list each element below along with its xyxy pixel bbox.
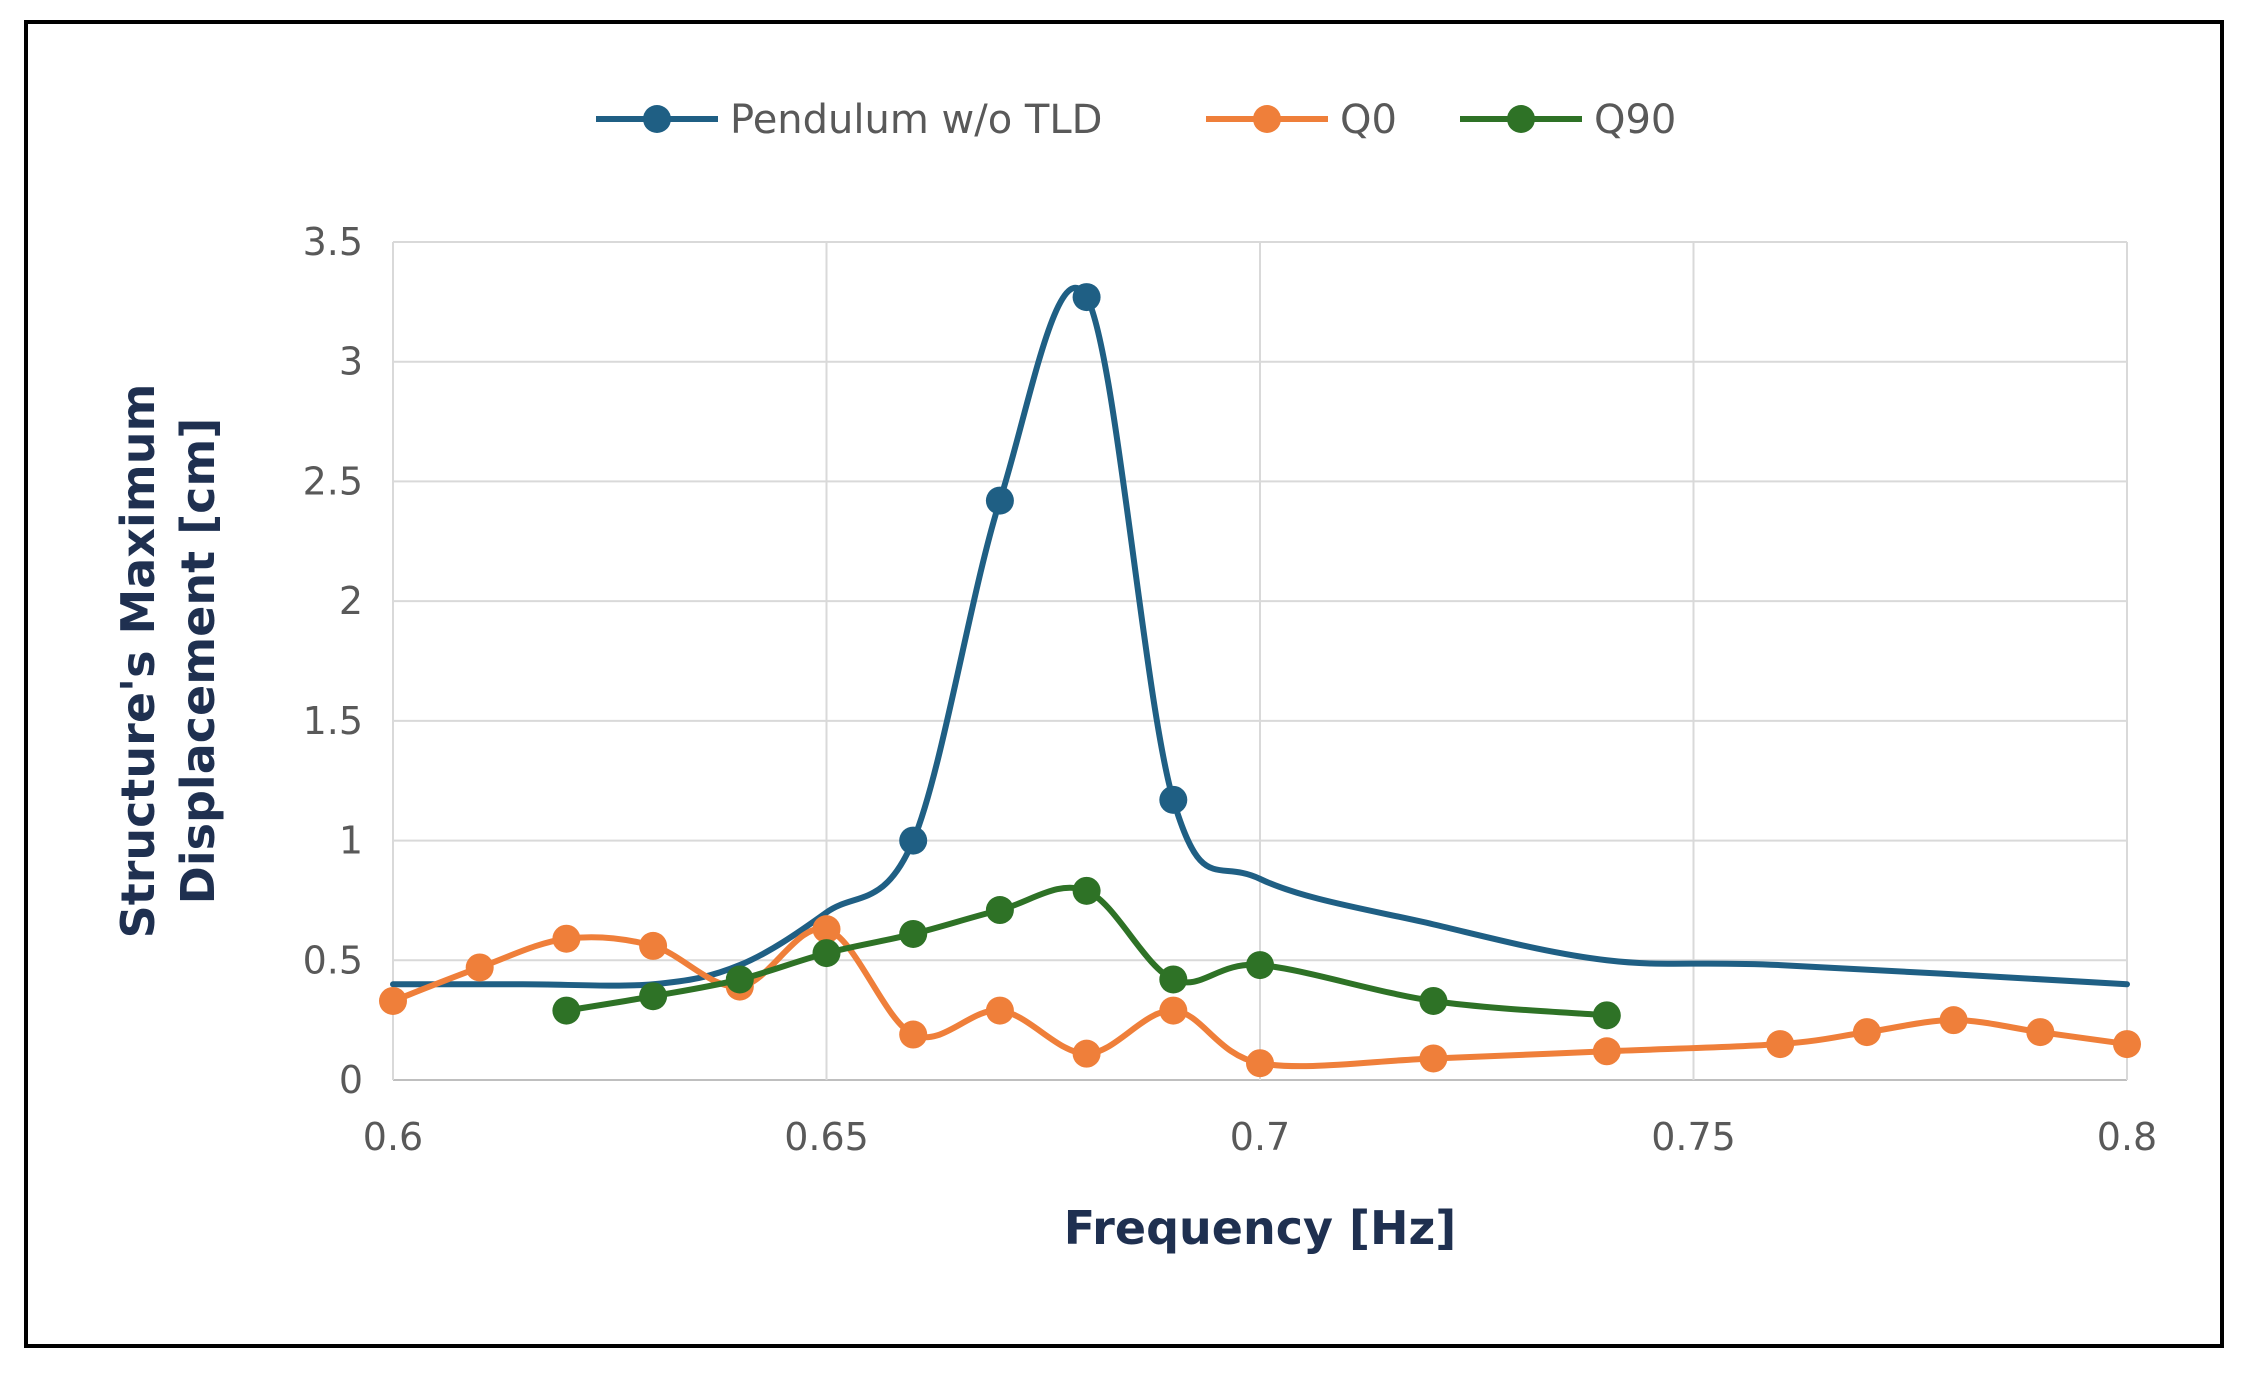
chart: 0 0.5 1 1.5 2 2.5 3 3.5 0.6 0.65 0.7 0.75 0.8 Pendu… [111, 97, 2157, 1255]
data-point-q0 [985, 996, 1014, 1025]
y-tick-label: 1 [339, 819, 363, 863]
x-tick-label: 0.65 [784, 1115, 869, 1159]
data-point-q0 [1419, 1044, 1448, 1073]
legend-item-q90: Q90 [1460, 97, 1676, 143]
data-point-q90 [1072, 876, 1101, 905]
series-q0 [379, 915, 2141, 1078]
y-tick-labels: 0 0.5 1 1.5 2 2.5 3 3.5 [303, 220, 363, 1102]
legend-item-q0: Q0 [1206, 97, 1397, 143]
data-point-q0 [1766, 1030, 1795, 1059]
legend: Pendulum w/o TLD Q0 Q90 [596, 97, 1676, 143]
data-point-q90 [899, 919, 928, 948]
legend-marker [1253, 105, 1281, 133]
data-point-q0 [1072, 1039, 1101, 1068]
data-point-pendulum-w-o-tld [1072, 283, 1101, 312]
legend-item-pendulum-w-o-tld: Pendulum w/o TLD [596, 97, 1102, 143]
data-point-pendulum-w-o-tld [1159, 785, 1188, 814]
data-point-q0 [1939, 1006, 1968, 1035]
y-tick-label: 3 [339, 340, 363, 384]
x-tick-label: 0.75 [1651, 1115, 1736, 1159]
data-point-q0 [379, 986, 407, 1015]
data-point-q90 [725, 965, 754, 994]
series-pendulum-w-o-tld [390, 283, 2130, 989]
x-tick-label: 0.7 [1230, 1115, 1290, 1159]
y-tick-label: 2 [339, 579, 363, 623]
legend-marker [643, 105, 671, 133]
data-point-q90 [1159, 965, 1188, 994]
data-point-q0 [899, 1020, 928, 1049]
x-axis-title: Frequency [Hz] [1064, 1201, 1457, 1255]
y-axis-title-line: Structure's Maximum [111, 384, 165, 939]
data-point-q0 [552, 924, 581, 953]
y-tick-label: 1.5 [303, 699, 363, 743]
y-tick-label: 3.5 [303, 220, 363, 264]
series-q90 [552, 876, 1621, 1030]
data-point-q90 [1246, 951, 1274, 980]
y-tick-label: 0 [339, 1058, 363, 1102]
legend-label: Q0 [1340, 97, 1397, 143]
data-point-q0 [812, 915, 841, 944]
chart-frame: 0 0.5 1 1.5 2 2.5 3 3.5 0.6 0.65 0.7 0.75 0.8 Pendu… [24, 20, 2224, 1348]
data-point-q90 [552, 996, 581, 1025]
x-tick-label: 0.6 [363, 1115, 423, 1159]
data-point-pendulum-w-o-tld [985, 486, 1014, 515]
data-point-pendulum-w-o-tld [899, 826, 928, 855]
data-point-q90 [985, 896, 1014, 925]
y-tick-label: 0.5 [303, 938, 363, 982]
legend-marker [1507, 105, 1535, 133]
data-point-q0 [2113, 1030, 2141, 1059]
series-layer [379, 283, 2141, 1078]
data-point-q0 [639, 931, 668, 960]
data-point-q0 [1159, 996, 1188, 1025]
data-point-q0 [2026, 1018, 2055, 1047]
data-point-q90 [1419, 986, 1448, 1015]
data-point-q0 [465, 953, 494, 982]
data-point-q0 [1592, 1037, 1621, 1066]
data-point-q90 [639, 982, 668, 1011]
y-axis-title-line: Displacement [cm] [171, 418, 225, 905]
data-point-q0 [1246, 1049, 1274, 1078]
legend-label: Pendulum w/o TLD [730, 97, 1102, 143]
data-point-q90 [1592, 1001, 1621, 1030]
y-axis-title: Structure's Maximum Displacement [cm] [111, 384, 225, 939]
x-tick-labels: 0.6 0.65 0.7 0.75 0.8 [363, 1115, 2157, 1159]
series-line-q90 [563, 884, 1610, 1019]
y-tick-label: 2.5 [303, 459, 363, 503]
data-point-q90 [812, 939, 841, 968]
data-point-q0 [1852, 1018, 1881, 1047]
x-tick-label: 0.8 [2097, 1115, 2157, 1159]
legend-label: Q90 [1594, 97, 1676, 143]
